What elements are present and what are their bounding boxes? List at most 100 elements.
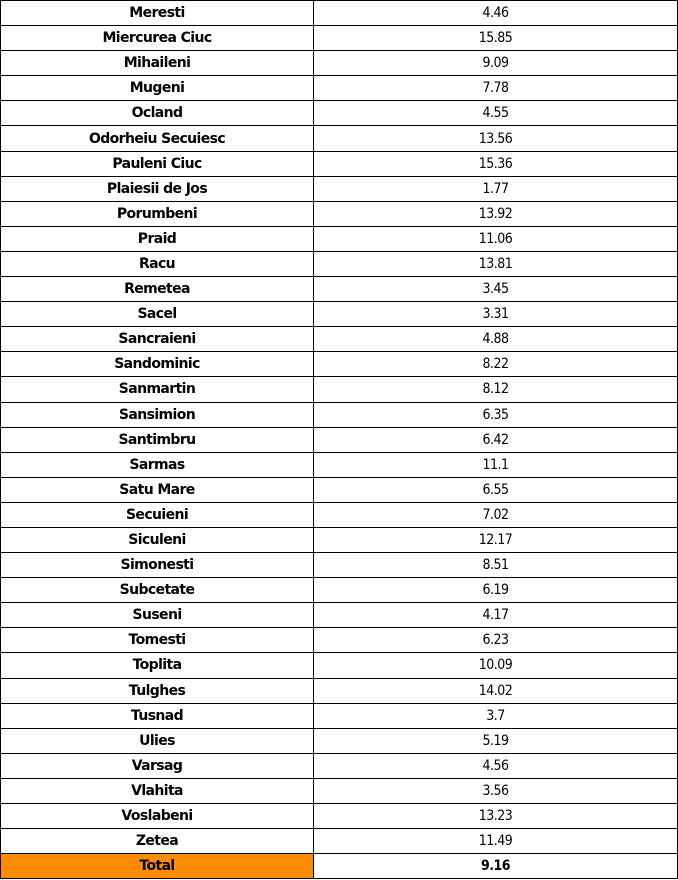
table-row: Porumbeni 13.92 (0, 200, 678, 227)
table-row: Praid 11.06 (0, 225, 678, 252)
table-row: Mihaileni 9.09 (0, 50, 678, 77)
locality-name-cell: Tulghes (0, 677, 314, 704)
locality-name-cell: Zetea (0, 828, 314, 855)
table-row: Zetea 11.49 (0, 828, 678, 855)
table-row: Secuieni 7.02 (0, 501, 678, 528)
table-row: Simonesti 8.51 (0, 552, 678, 579)
table-row: Toplita 10.09 (0, 652, 678, 679)
locality-name-cell: Tomesti (0, 627, 314, 654)
value-cell: 3.31 (313, 301, 678, 328)
table-row: Vlahita 3.56 (0, 777, 678, 805)
value-cell: 7.78 (313, 75, 678, 102)
value-cell: 14.02 (313, 677, 678, 704)
value-cell: 12.17 (313, 526, 678, 554)
table-row: Meresti 4.46 (0, 0, 678, 27)
table-row: Tulghes 14.02 (0, 677, 678, 704)
locality-name-cell: Sacel (0, 301, 314, 328)
value-cell: 8.51 (313, 552, 678, 579)
locality-name-cell: Mihaileni (0, 50, 314, 77)
table-row: Santimbru 6.42 (0, 426, 678, 453)
total-row: Total 9.16 (0, 853, 678, 880)
table-row: Satu Mare 6.55 (0, 476, 678, 503)
table-row: Mugeni 7.78 (0, 75, 678, 102)
locality-name-cell: Odorheiu Secuiesc (0, 125, 314, 152)
value-cell: 6.35 (313, 401, 678, 428)
table-row: Tomesti 6.23 (0, 627, 678, 654)
value-cell: 5.19 (313, 727, 678, 754)
locality-name-cell: Sandominic (0, 351, 314, 378)
locality-name-cell: Pauleni Ciuc (0, 150, 314, 177)
locality-name-cell: Sansimion (0, 401, 314, 428)
value-cell: 13.92 (313, 200, 678, 227)
table-row: Varsag 4.56 (0, 752, 678, 779)
value-cell: 3.45 (313, 276, 678, 303)
table-row: Sarmas 11.1 (0, 451, 678, 478)
locality-name-cell: Porumbeni (0, 200, 314, 227)
value-cell: 4.88 (313, 326, 678, 353)
table-row: Suseni 4.17 (0, 602, 678, 629)
table-row: Miercurea Ciuc 15.85 (0, 25, 678, 52)
locality-name-cell: Meresti (0, 0, 314, 27)
table-row: Sancraieni 4.88 (0, 326, 678, 353)
value-cell: 11.1 (313, 451, 678, 478)
locality-name-cell: Satu Mare (0, 476, 314, 503)
table-row: Voslabeni 13.23 (0, 802, 678, 830)
value-cell: 4.55 (313, 100, 678, 127)
locality-name-cell: Voslabeni (0, 802, 314, 830)
value-cell: 6.23 (313, 627, 678, 654)
table-row: Siculeni 12.17 (0, 526, 678, 554)
value-cell: 6.19 (313, 577, 678, 604)
table-row: Pauleni Ciuc 15.36 (0, 150, 678, 177)
table-row: Remetea 3.45 (0, 276, 678, 303)
locality-name-cell: Simonesti (0, 552, 314, 579)
table-row: Sacel 3.31 (0, 301, 678, 328)
value-cell: 6.42 (313, 426, 678, 453)
locality-name-cell: Subcetate (0, 577, 314, 604)
locality-name-cell: Toplita (0, 652, 314, 679)
table-row: Sanmartin 8.12 (0, 376, 678, 403)
table-row: Sansimion 6.35 (0, 401, 678, 428)
value-cell: 6.55 (313, 476, 678, 503)
value-cell: 4.17 (313, 602, 678, 629)
table-row: Ocland 4.55 (0, 100, 678, 127)
locality-name-cell: Vlahita (0, 777, 314, 805)
value-cell: 8.22 (313, 351, 678, 378)
table-row: Ulies 5.19 (0, 727, 678, 754)
value-cell: 9.09 (313, 50, 678, 77)
locality-name-cell: Sanmartin (0, 376, 314, 403)
locality-name-cell: Tusnad (0, 702, 314, 729)
value-cell: 13.81 (313, 250, 678, 278)
value-cell: 3.7 (313, 702, 678, 729)
value-cell: 13.56 (313, 125, 678, 152)
table-row: Racu 13.81 (0, 250, 678, 278)
value-cell: 1.77 (313, 175, 678, 202)
locality-name-cell: Santimbru (0, 426, 314, 453)
table-row: Odorheiu Secuiesc 13.56 (0, 125, 678, 152)
value-cell: 11.49 (313, 828, 678, 855)
value-cell: 4.56 (313, 752, 678, 779)
value-cell: 8.12 (313, 376, 678, 403)
locality-name-cell: Mugeni (0, 75, 314, 102)
table-row: Subcetate 6.19 (0, 577, 678, 604)
locality-name-cell: Miercurea Ciuc (0, 25, 314, 52)
locality-name-cell: Ocland (0, 100, 314, 127)
locality-name-cell: Varsag (0, 752, 314, 779)
locality-name-cell: Sarmas (0, 451, 314, 478)
locality-name-cell: Suseni (0, 602, 314, 629)
locality-name-cell: Ulies (0, 727, 314, 754)
value-cell: 4.46 (313, 0, 678, 27)
value-cell: 10.09 (313, 652, 678, 679)
locality-name-cell: Praid (0, 225, 314, 252)
table-row: Sandominic 8.22 (0, 351, 678, 378)
value-cell: 13.23 (313, 802, 678, 830)
table-row: Tusnad 3.7 (0, 702, 678, 729)
locality-name-cell: Racu (0, 250, 314, 278)
value-cell: 7.02 (313, 501, 678, 528)
value-cell: 15.85 (313, 25, 678, 52)
value-cell: 9.16 (313, 853, 678, 880)
value-cell: 3.56 (313, 777, 678, 805)
locality-name-cell: Plaiesii de Jos (0, 175, 314, 202)
locality-name-cell: Secuieni (0, 501, 314, 528)
